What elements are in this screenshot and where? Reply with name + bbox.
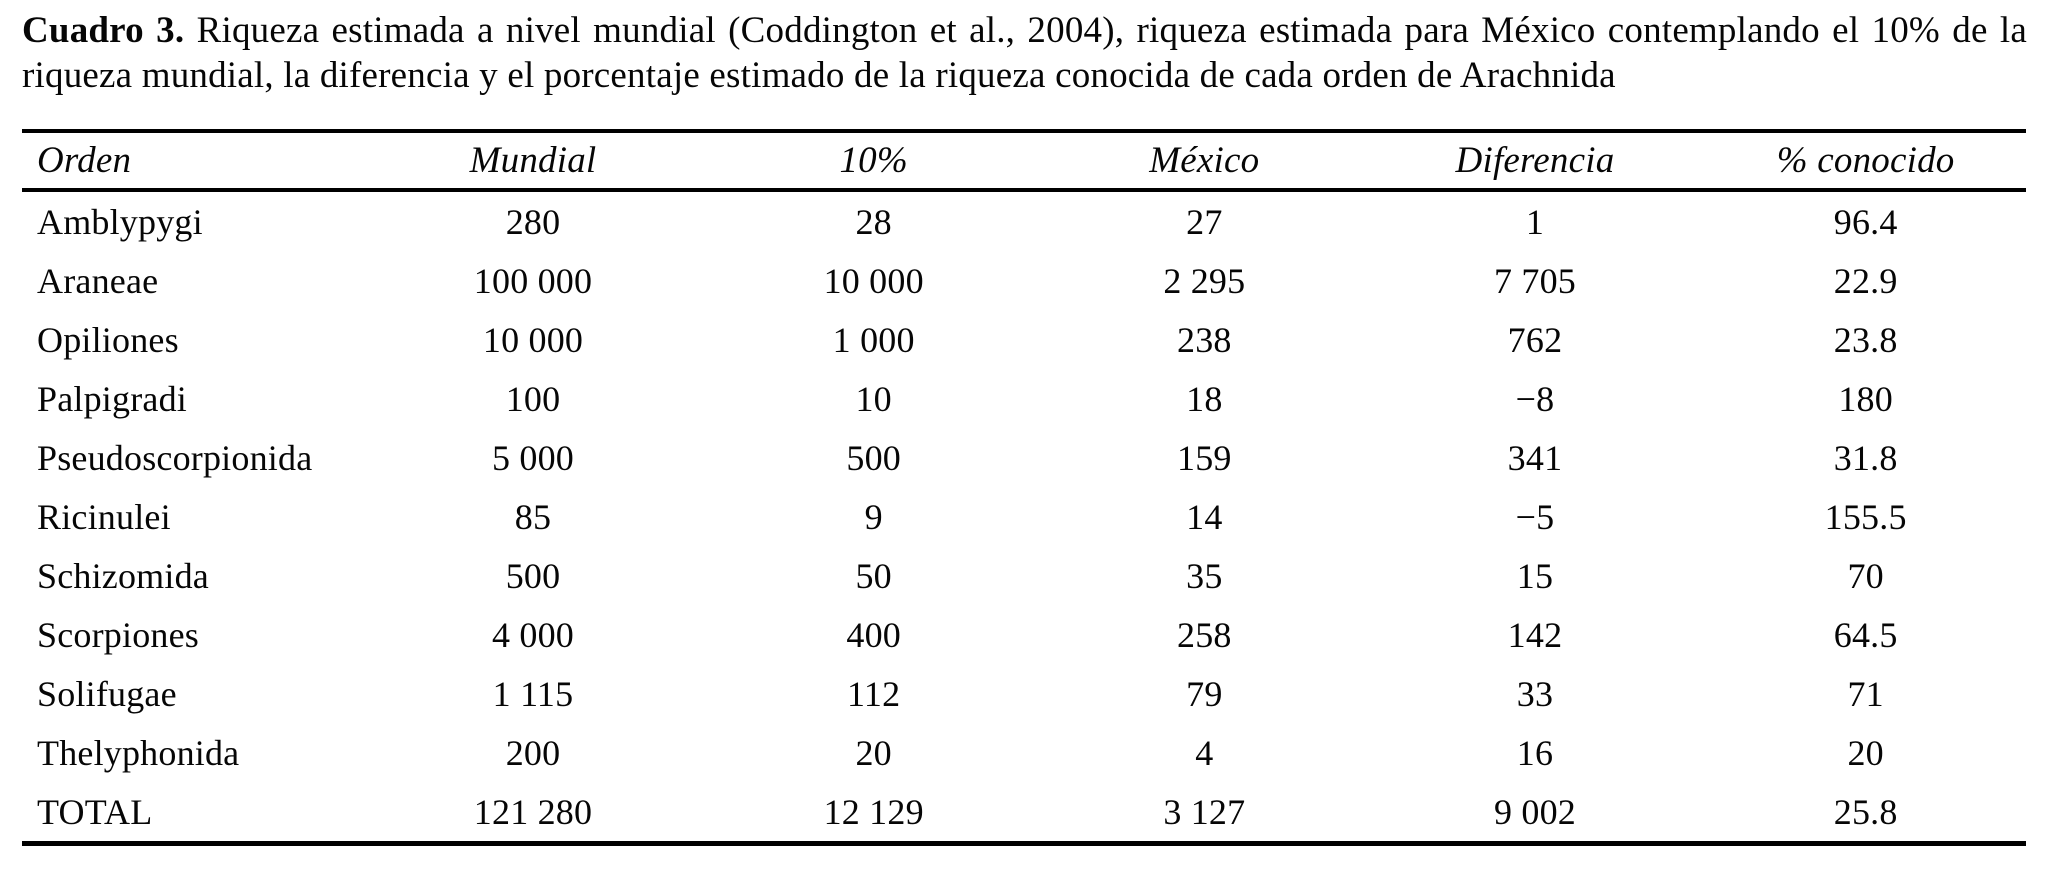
- value-cell: 7 705: [1493, 260, 1576, 301]
- value-cell: 2 295: [1163, 260, 1246, 301]
- table-header: Orden Mundial 10% México Diferencia % conocid…: [22, 131, 2026, 190]
- value-cell: 5 000: [492, 437, 574, 478]
- value-cell: 70: [1847, 555, 1884, 596]
- value-cell: 341: [1507, 437, 1563, 478]
- row-label-cell: Araneae: [37, 260, 159, 301]
- value-cell: 28: [855, 201, 892, 242]
- value-cell: −8: [1515, 378, 1555, 419]
- table-body: Amblypygi 280 28 27 1 96.4 Araneae 100 000 10 00…: [22, 190, 2026, 844]
- value-cell: 10 000: [823, 260, 924, 301]
- value-cell: 159: [1177, 437, 1232, 478]
- value-cell: 238: [1177, 319, 1232, 360]
- value-cell: 31.8: [1833, 437, 1898, 478]
- arachnida-richness-table: Orden Mundial 10% México Diferencia % conocid…: [22, 129, 2026, 846]
- table-row: Amblypygi 280 28 27 1 96.4: [22, 190, 2026, 251]
- row-label-cell: Ricinulei: [37, 496, 171, 537]
- value-cell: 258: [1177, 614, 1232, 655]
- table-caption: Cuadro 3. Riqueza estimada a nivel mundi…: [22, 8, 2027, 98]
- table-row: Schizomida 500 50 35 15 70: [22, 546, 2026, 605]
- row-label-cell: TOTAL: [37, 791, 153, 832]
- caption-line-2: riqueza mundial, la diferencia y el porc…: [22, 55, 1616, 96]
- value-cell: 180: [1838, 378, 1893, 419]
- value-cell: 1 000: [832, 319, 915, 360]
- column-header-5: % conocido: [1776, 140, 1955, 181]
- table-row: Opiliones 10 000 1 000 238 762 23.8: [22, 310, 2026, 369]
- column-header-4: Diferencia: [1455, 140, 1615, 181]
- table-row: TOTAL 121 280 12 129 3 127 9 002 25.8: [22, 782, 2026, 844]
- value-cell: 4: [1195, 732, 1214, 773]
- table-row: Pseudoscorpionida 5 000 500 159 341 31.8: [22, 428, 2026, 487]
- value-cell: 85: [514, 496, 552, 537]
- value-cell: 400: [846, 614, 901, 655]
- value-cell: 1: [1525, 201, 1545, 242]
- value-cell: 79: [1186, 673, 1223, 714]
- value-cell: 200: [505, 732, 561, 773]
- value-cell: 10: [855, 378, 892, 419]
- value-cell: 9: [864, 496, 883, 537]
- column-header-1: Mundial: [469, 140, 597, 181]
- value-cell: 35: [1186, 555, 1223, 596]
- value-cell: 25.8: [1833, 791, 1898, 832]
- value-cell: 100 000: [473, 260, 593, 301]
- row-label-cell: Scorpiones: [37, 614, 199, 655]
- value-cell: 20: [1847, 732, 1884, 773]
- value-cell: 64.5: [1833, 614, 1898, 655]
- value-cell: 9 002: [1493, 791, 1576, 832]
- table-row: Thelyphonida 200 20 4 16 20: [22, 723, 2026, 782]
- value-cell: 15: [1516, 555, 1554, 596]
- table-row: Araneae 100 000 10 000 2 295 7 705 22.9: [22, 251, 2026, 310]
- value-cell: 112: [847, 673, 901, 714]
- value-cell: 142: [1507, 614, 1563, 655]
- value-cell: 12 129: [823, 791, 924, 832]
- value-cell: 280: [505, 201, 561, 242]
- value-cell: 50: [855, 555, 892, 596]
- table-row: Ricinulei 85 9 14 −5 155.5: [22, 487, 2026, 546]
- value-cell: 22.9: [1833, 260, 1898, 301]
- row-label-cell: Opiliones: [37, 319, 179, 360]
- value-cell: 155.5: [1824, 496, 1907, 537]
- caption-line1-text: Riqueza estimada a nivel mundial (Coddin…: [184, 10, 2027, 51]
- value-cell: 23.8: [1833, 319, 1898, 360]
- column-header-2: 10%: [839, 140, 908, 181]
- value-cell: 1 115: [492, 673, 574, 714]
- table-row: Solifugae 1 115 112 79 33 71: [22, 664, 2026, 723]
- value-cell: 4 000: [492, 614, 574, 655]
- column-header-0: Orden: [37, 140, 132, 181]
- value-cell: 16: [1516, 732, 1554, 773]
- value-cell: 33: [1516, 673, 1554, 714]
- caption-label: Cuadro 3.: [22, 10, 185, 51]
- value-cell: 14: [1186, 496, 1223, 537]
- row-label-cell: Solifugae: [37, 673, 177, 714]
- value-cell: 96.4: [1833, 201, 1898, 242]
- row-label-cell: Amblypygi: [37, 201, 203, 242]
- value-cell: 20: [855, 732, 892, 773]
- row-label-cell: Pseudoscorpionida: [37, 437, 313, 478]
- row-label-cell: Schizomida: [37, 555, 209, 596]
- value-cell: 121 280: [473, 791, 593, 832]
- column-header-3: México: [1149, 140, 1260, 181]
- row-label-cell: Palpigradi: [37, 378, 187, 419]
- value-cell: 71: [1847, 673, 1884, 714]
- value-cell: 27: [1186, 201, 1223, 242]
- row-label-cell: Thelyphonida: [37, 732, 240, 773]
- table-header-row: Orden Mundial 10% México Diferencia % conocid…: [22, 131, 2026, 190]
- caption-line-1: Cuadro 3. Riqueza estimada a nivel mundi…: [22, 8, 2027, 53]
- value-cell: 500: [846, 437, 901, 478]
- value-cell: 3 127: [1163, 791, 1246, 832]
- value-cell: 10 000: [482, 319, 584, 360]
- value-cell: 18: [1186, 378, 1223, 419]
- table-row: Scorpiones 4 000 400 258 142 64.5: [22, 605, 2026, 664]
- value-cell: 500: [505, 555, 561, 596]
- value-cell: 762: [1507, 319, 1563, 360]
- value-cell: −5: [1515, 496, 1555, 537]
- value-cell: 100: [505, 378, 561, 419]
- table-row: Palpigradi 100 10 18 −8 180: [22, 369, 2026, 428]
